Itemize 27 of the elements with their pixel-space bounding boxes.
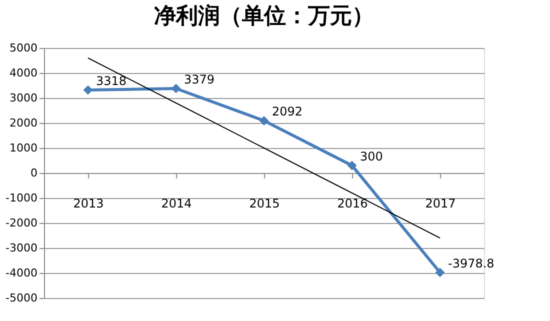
x-tick-label: 2015	[249, 196, 280, 210]
x-tick-label: 2016	[337, 196, 368, 210]
point	[171, 84, 181, 94]
point	[83, 85, 93, 95]
data-label: 3318	[96, 74, 127, 88]
y-tick-label: 4000	[10, 66, 38, 80]
point	[347, 160, 357, 170]
y-tick-label: -3000	[6, 242, 38, 254]
y-tick-label: -5000	[6, 292, 38, 304]
y-tick-label: 5000	[10, 42, 38, 54]
data-label: -3978.8	[448, 256, 494, 270]
y-tick-label: -2000	[6, 216, 38, 230]
y-tick-label: 2000	[10, 116, 38, 130]
x-tick-label: 2014	[161, 196, 192, 210]
y-tick-label: 1000	[10, 142, 38, 154]
x-tick-label: 2017	[425, 196, 456, 210]
point	[259, 116, 269, 126]
point	[435, 268, 445, 278]
y-tick-label: -4000	[6, 266, 38, 280]
data-label: 300	[360, 150, 383, 164]
y-tick-label: 3000	[10, 92, 38, 104]
y-tick-label: 0	[30, 166, 38, 180]
x-tick-label: 2013	[73, 196, 104, 210]
data-label: 2092	[272, 104, 303, 119]
y-tick-label: -1000	[6, 192, 38, 204]
chart-title: 净利润（单位：万元）	[154, 3, 374, 29]
data-label: 3379	[184, 72, 215, 87]
